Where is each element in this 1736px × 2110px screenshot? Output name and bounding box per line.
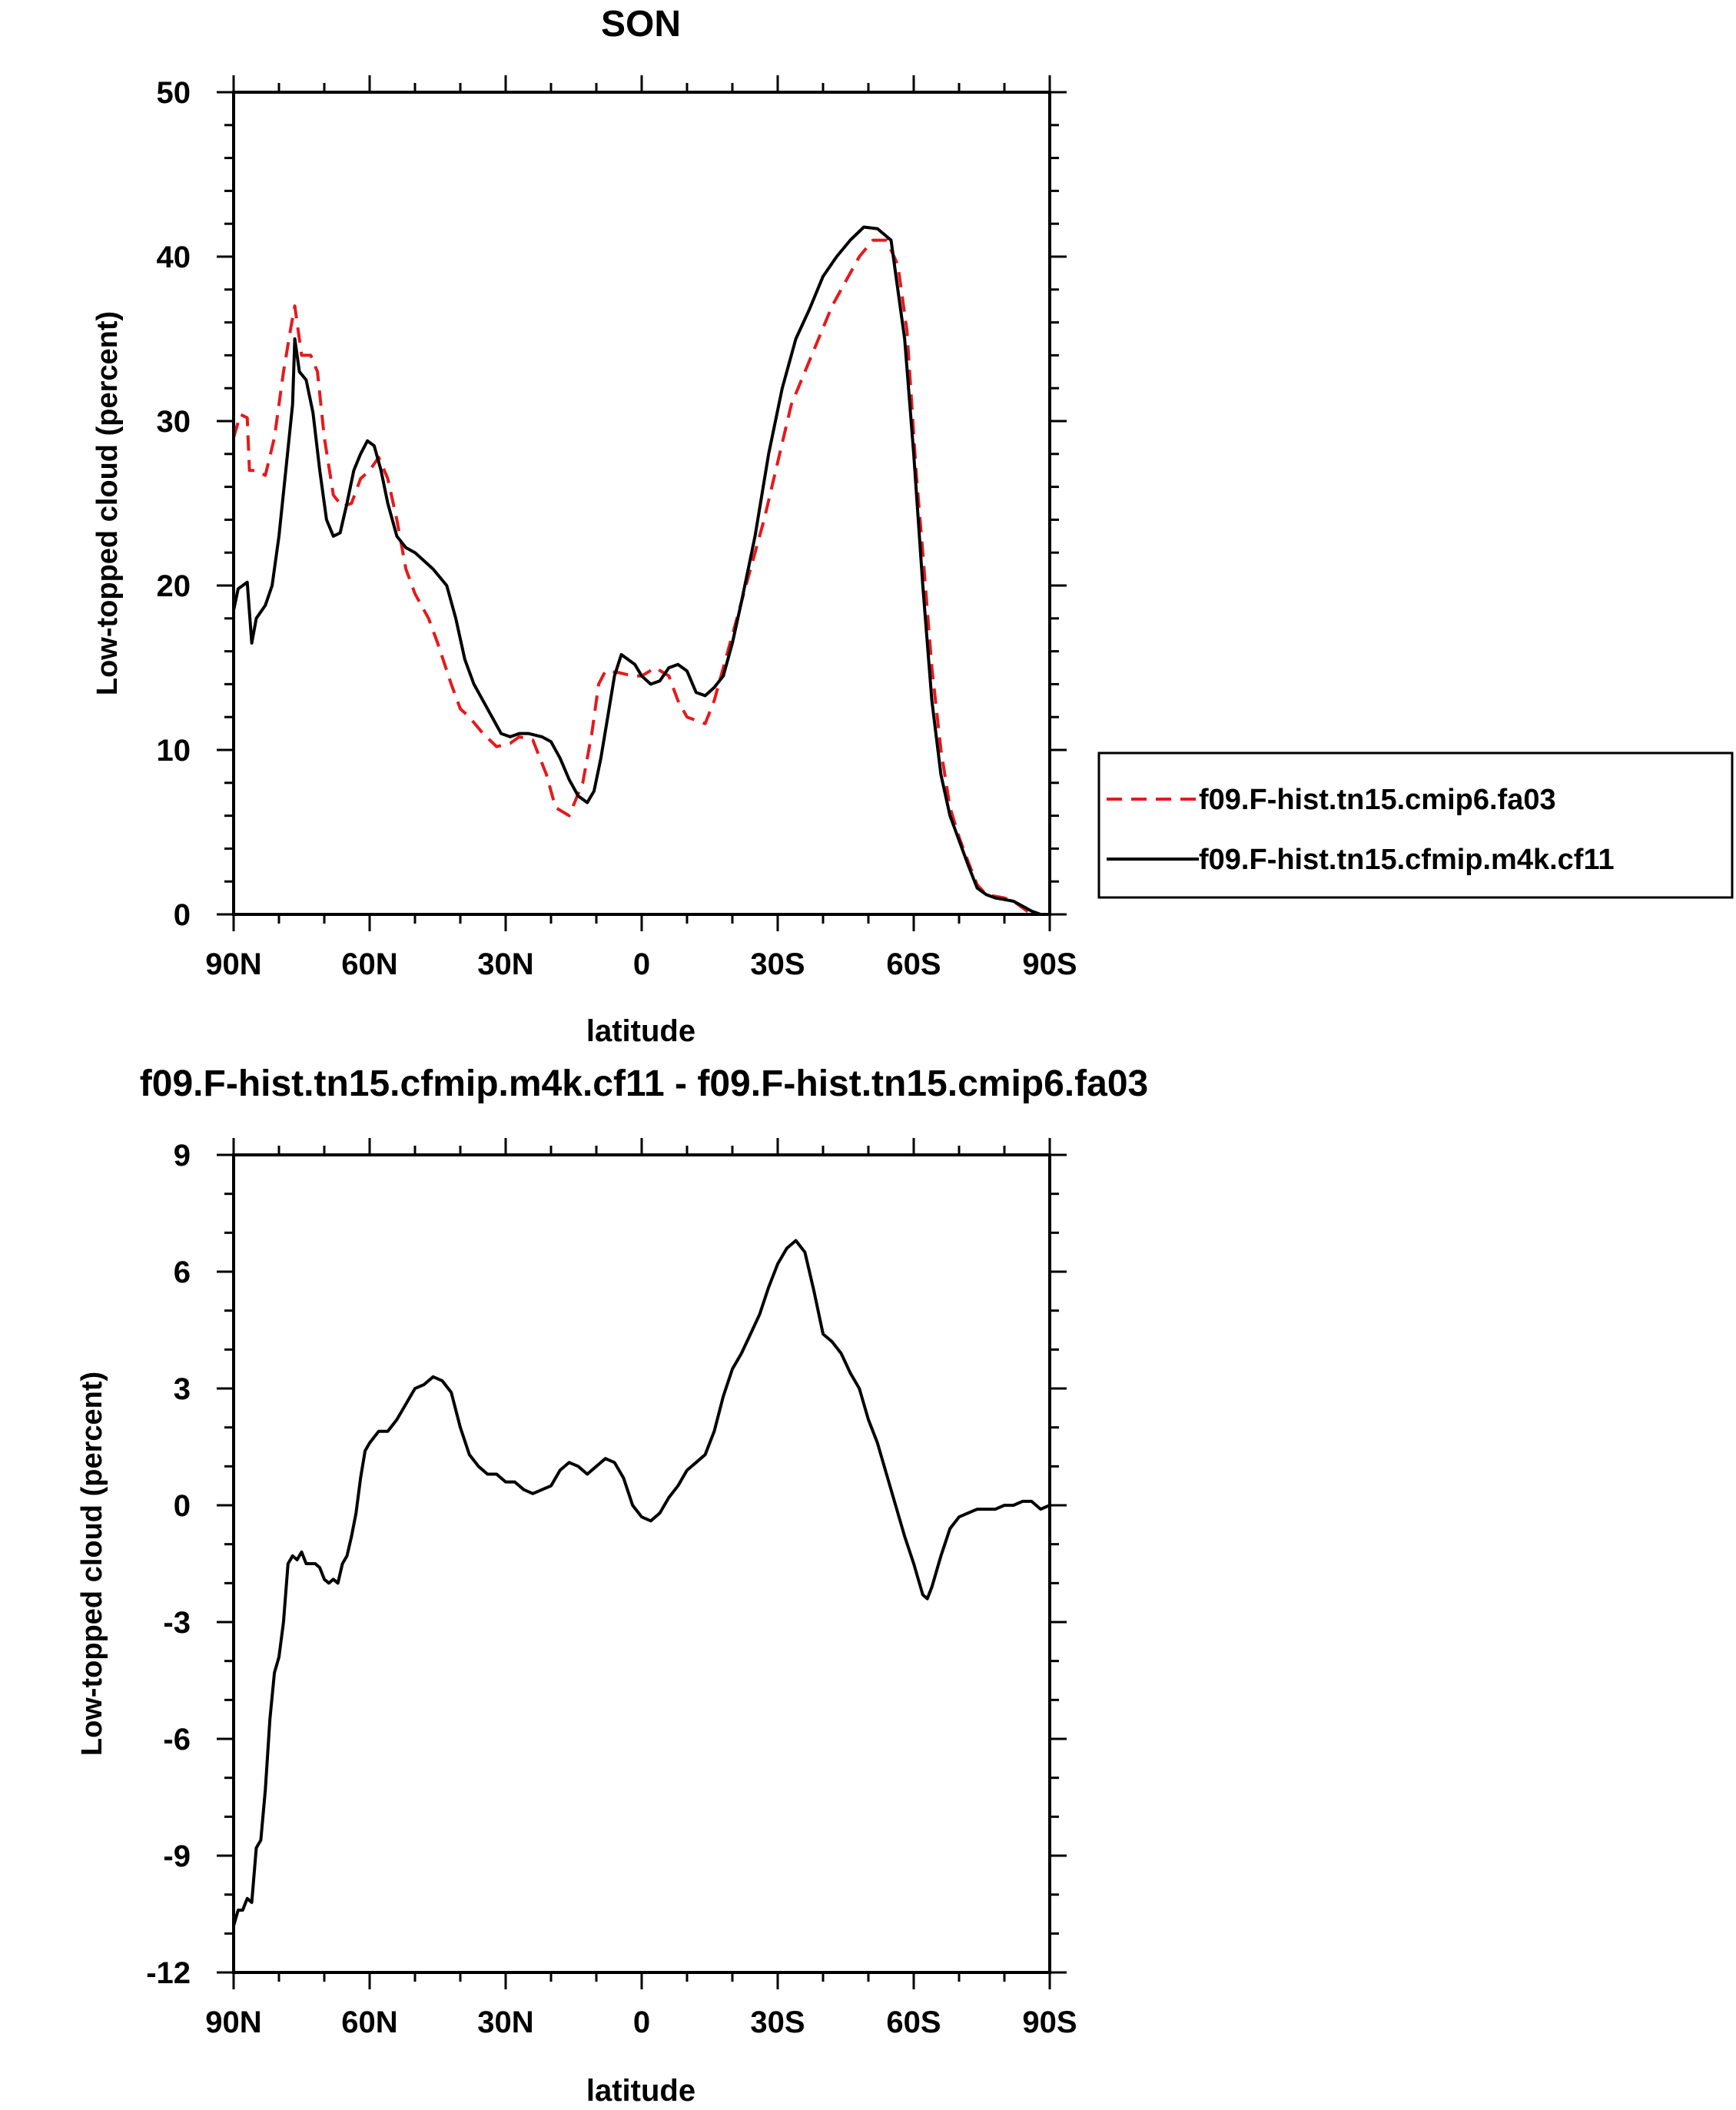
bottom-chart-title: f09.F-hist.tn15.cfmip.m4k.cf11 - f09.F-h… xyxy=(140,1063,1148,1104)
y-tick-label: 10 xyxy=(157,734,191,768)
bottom-chart-ylabel: Low-topped cloud (percent) xyxy=(76,1372,108,1756)
top-chart-legend: f09.F-hist.tn15.cmip6.fa03 f09.F-hist.tn… xyxy=(1097,751,1734,899)
top-chart-plot-frame xyxy=(232,91,1051,916)
legend-label-cmip6: f09.F-hist.tn15.cmip6.fa03 xyxy=(1199,784,1556,816)
y-tick-label: 6 xyxy=(174,1256,191,1289)
y-tick-label: 3 xyxy=(174,1372,191,1406)
top-chart-panel: SON 90N 60N 30N 0 30S 60S 90S 0 10 20 30 40 50 latit… xyxy=(91,4,1734,1048)
bottom-chart-ticks-group: 90N 60N 30N 0 30S 60S 90S -12 -9 -6 -3 0 3 6 9 xyxy=(146,1138,1077,2039)
x-tick-label: 30N xyxy=(477,2005,533,2039)
x-tick-label: 90S xyxy=(1022,2005,1077,2039)
bottom-chart-plot-frame xyxy=(232,1153,1051,1974)
x-tick-label: 0 xyxy=(633,2005,650,2039)
y-tick-label: 30 xyxy=(157,405,191,439)
y-tick-label: -12 xyxy=(146,1956,191,1990)
bottom-chart-xlabel: latitude xyxy=(586,2074,695,2108)
y-tick-label: 50 xyxy=(157,76,191,110)
legend-box xyxy=(1097,751,1734,899)
x-tick-label: 90N xyxy=(205,2005,261,2039)
x-tick-label: 30S xyxy=(750,947,805,981)
x-tick-label: 90S xyxy=(1022,947,1077,981)
series-line-cfmip xyxy=(232,225,1047,916)
x-tick-label: 30S xyxy=(750,2005,805,2039)
x-tick-label: 30N xyxy=(477,947,533,981)
y-tick-label: 20 xyxy=(157,569,191,603)
series-line-cmip6 xyxy=(232,238,1047,916)
x-tick-label: 0 xyxy=(633,947,650,981)
x-tick-label: 90N xyxy=(205,947,261,981)
top-chart-xlabel: latitude xyxy=(586,1014,695,1048)
y-tick-label: 0 xyxy=(174,1489,191,1523)
y-tick-label: -6 xyxy=(163,1723,191,1757)
series-line-difference xyxy=(232,1239,1051,1926)
y-tick-label: -3 xyxy=(163,1606,191,1640)
y-tick-label: -9 xyxy=(163,1840,191,1873)
x-tick-label: 60S xyxy=(886,947,941,981)
x-tick-label: 60N xyxy=(341,2005,397,2039)
y-tick-label: 0 xyxy=(174,898,191,932)
top-chart-ticks-group: 90N 60N 30N 0 30S 60S 90S 0 10 20 30 40 50 xyxy=(157,75,1077,981)
top-chart-series-group xyxy=(232,225,1047,916)
x-tick-label: 60N xyxy=(341,947,397,981)
top-chart-title: SON xyxy=(601,4,681,45)
y-tick-label: 9 xyxy=(174,1139,191,1173)
bottom-chart-series-group xyxy=(232,1239,1051,1926)
y-tick-label: 40 xyxy=(157,241,191,274)
x-tick-label: 60S xyxy=(886,2005,941,2039)
bottom-chart-panel: f09.F-hist.tn15.cfmip.m4k.cf11 - f09.F-h… xyxy=(76,1063,1148,2108)
top-chart-ylabel: Low-topped cloud (percent) xyxy=(91,311,124,695)
legend-label-cfmip: f09.F-hist.tn15.cfmip.m4k.cf11 xyxy=(1199,844,1615,876)
